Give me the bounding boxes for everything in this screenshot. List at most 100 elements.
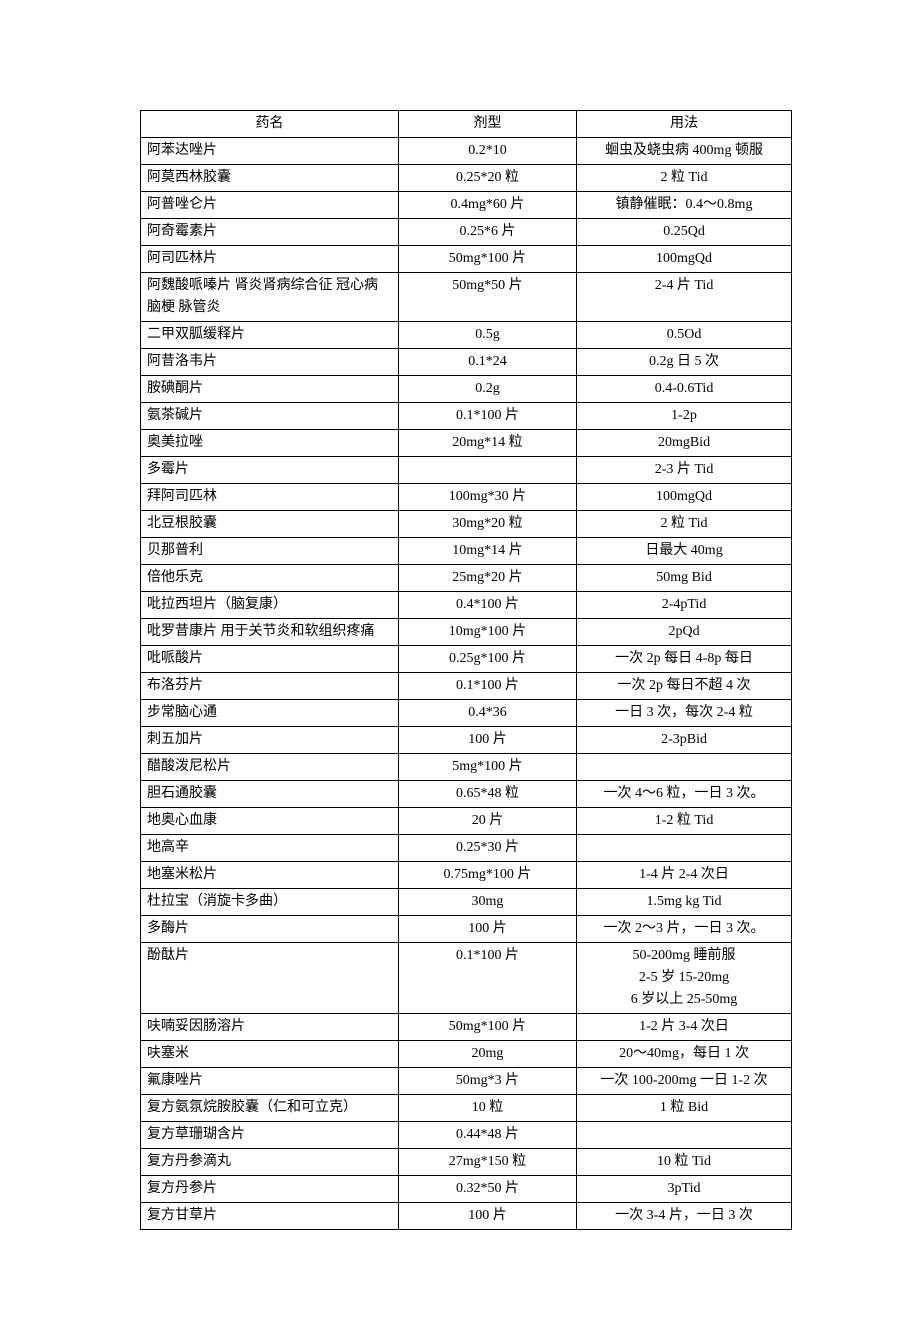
table-row: 杜拉宝（消旋卡多曲）30mg1.5mg kg Tid <box>141 889 792 916</box>
cell-drug-form: 0.44*48 片 <box>398 1122 576 1149</box>
cell-drug-usage <box>577 1122 792 1149</box>
cell-drug-usage: 2 粒 Tid <box>577 511 792 538</box>
cell-drug-form: 0.1*100 片 <box>398 673 576 700</box>
cell-drug-form: 0.4*36 <box>398 700 576 727</box>
table-row: 复方甘草片100 片一次 3-4 片，一日 3 次 <box>141 1203 792 1230</box>
cell-drug-form: 0.1*100 片 <box>398 403 576 430</box>
table-row: 阿苯达唑片0.2*10蛔虫及蛲虫病 400mg 顿服 <box>141 138 792 165</box>
table-row: 阿普唑仑片0.4mg*60 片镇静催眠：0.4～0.8mg <box>141 192 792 219</box>
cell-drug-name: 酚酞片 <box>141 943 399 1014</box>
cell-drug-name: 呋喃妥因肠溶片 <box>141 1014 399 1041</box>
table-row: 刺五加片100 片2-3pBid <box>141 727 792 754</box>
table-row: 醋酸泼尼松片5mg*100 片 <box>141 754 792 781</box>
cell-drug-form: 0.25*30 片 <box>398 835 576 862</box>
cell-drug-name: 复方氨氛烷胺胶囊（仁和可立克） <box>141 1095 399 1122</box>
cell-drug-form: 100mg*30 片 <box>398 484 576 511</box>
cell-drug-form: 0.1*24 <box>398 349 576 376</box>
cell-drug-form: 20mg <box>398 1041 576 1068</box>
header-usage: 用法 <box>577 111 792 138</box>
cell-drug-form: 30mg <box>398 889 576 916</box>
cell-drug-name: 地高辛 <box>141 835 399 862</box>
cell-drug-usage: 2pQd <box>577 619 792 646</box>
cell-drug-form: 0.2g <box>398 376 576 403</box>
cell-drug-usage: 1 粒 Bid <box>577 1095 792 1122</box>
cell-drug-usage: 2 粒 Tid <box>577 165 792 192</box>
cell-drug-name: 多霉片 <box>141 457 399 484</box>
table-row: 阿司匹林片50mg*100 片100mgQd <box>141 246 792 273</box>
cell-drug-form: 30mg*20 粒 <box>398 511 576 538</box>
cell-drug-usage: 镇静催眠：0.4～0.8mg <box>577 192 792 219</box>
cell-drug-name: 刺五加片 <box>141 727 399 754</box>
cell-drug-name: 地奥心血康 <box>141 808 399 835</box>
table-row: 呋塞米20mg20～40mg，每日 1 次 <box>141 1041 792 1068</box>
cell-drug-name: 北豆根胶囊 <box>141 511 399 538</box>
cell-drug-usage: 100mgQd <box>577 246 792 273</box>
cell-drug-name: 氟康唑片 <box>141 1068 399 1095</box>
cell-drug-form: 50mg*100 片 <box>398 1014 576 1041</box>
cell-drug-usage: 2-3pBid <box>577 727 792 754</box>
cell-drug-usage: 20mgBid <box>577 430 792 457</box>
cell-drug-name: 贝那普利 <box>141 538 399 565</box>
table-row: 北豆根胶囊30mg*20 粒2 粒 Tid <box>141 511 792 538</box>
header-name: 药名 <box>141 111 399 138</box>
cell-drug-name: 倍他乐克 <box>141 565 399 592</box>
cell-drug-name: 胺碘酮片 <box>141 376 399 403</box>
cell-drug-usage: 50mg Bid <box>577 565 792 592</box>
cell-drug-name: 复方丹参滴丸 <box>141 1149 399 1176</box>
cell-drug-name: 阿昔洛韦片 <box>141 349 399 376</box>
table-row: 阿昔洛韦片0.1*240.2g 日 5 次 <box>141 349 792 376</box>
cell-drug-form: 0.25*6 片 <box>398 219 576 246</box>
cell-drug-name: 复方丹参片 <box>141 1176 399 1203</box>
cell-drug-form: 0.2*10 <box>398 138 576 165</box>
table-row: 多霉片2-3 片 Tid <box>141 457 792 484</box>
table-row: 地奥心血康20 片1-2 粒 Tid <box>141 808 792 835</box>
cell-drug-form: 0.25*20 粒 <box>398 165 576 192</box>
cell-drug-form: 50mg*3 片 <box>398 1068 576 1095</box>
table-row: 倍他乐克25mg*20 片50mg Bid <box>141 565 792 592</box>
cell-drug-form: 5mg*100 片 <box>398 754 576 781</box>
cell-drug-usage: 一日 3 次，每次 2-4 粒 <box>577 700 792 727</box>
cell-drug-name: 复方草珊瑚含片 <box>141 1122 399 1149</box>
cell-drug-usage: 一次 2p 每日不超 4 次 <box>577 673 792 700</box>
cell-drug-form: 100 片 <box>398 727 576 754</box>
table-row: 复方丹参片0.32*50 片3pTid <box>141 1176 792 1203</box>
cell-drug-usage <box>577 835 792 862</box>
cell-drug-usage: 一次 3-4 片，一日 3 次 <box>577 1203 792 1230</box>
cell-drug-usage: 0.2g 日 5 次 <box>577 349 792 376</box>
table-row: 多酶片100 片一次 2～3 片，一日 3 次。 <box>141 916 792 943</box>
cell-drug-name: 吡哌酸片 <box>141 646 399 673</box>
table-header-row: 药名 剂型 用法 <box>141 111 792 138</box>
table-row: 吡罗昔康片 用于关节炎和软组织疼痛10mg*100 片2pQd <box>141 619 792 646</box>
cell-drug-form: 0.25g*100 片 <box>398 646 576 673</box>
cell-drug-usage: 一次 2～3 片，一日 3 次。 <box>577 916 792 943</box>
cell-drug-name: 吡罗昔康片 用于关节炎和软组织疼痛 <box>141 619 399 646</box>
table-row: 二甲双胍缓释片0.5g0.5Od <box>141 322 792 349</box>
table-row: 酚酞片0.1*100 片50-200mg 睡前服 2-5 岁 15-20mg 6… <box>141 943 792 1014</box>
cell-drug-usage: 一次 100-200mg 一日 1-2 次 <box>577 1068 792 1095</box>
cell-drug-name: 杜拉宝（消旋卡多曲） <box>141 889 399 916</box>
table-row: 地塞米松片0.75mg*100 片1-4 片 2-4 次日 <box>141 862 792 889</box>
cell-drug-name: 胆石通胶囊 <box>141 781 399 808</box>
cell-drug-name: 布洛芬片 <box>141 673 399 700</box>
cell-drug-form: 10mg*14 片 <box>398 538 576 565</box>
cell-drug-form: 27mg*150 粒 <box>398 1149 576 1176</box>
cell-drug-form: 0.4*100 片 <box>398 592 576 619</box>
cell-drug-name: 醋酸泼尼松片 <box>141 754 399 781</box>
cell-drug-name: 阿奇霉素片 <box>141 219 399 246</box>
cell-drug-form: 25mg*20 片 <box>398 565 576 592</box>
cell-drug-name: 步常脑心通 <box>141 700 399 727</box>
cell-drug-usage: 0.25Qd <box>577 219 792 246</box>
cell-drug-usage: 1-2p <box>577 403 792 430</box>
cell-drug-usage: 蛔虫及蛲虫病 400mg 顿服 <box>577 138 792 165</box>
table-row: 复方氨氛烷胺胶囊（仁和可立克）10 粒1 粒 Bid <box>141 1095 792 1122</box>
cell-drug-usage: 一次 2p 每日 4-8p 每日 <box>577 646 792 673</box>
cell-drug-form: 0.5g <box>398 322 576 349</box>
table-row: 地高辛0.25*30 片 <box>141 835 792 862</box>
cell-drug-usage: 2-4pTid <box>577 592 792 619</box>
cell-drug-usage: 100mgQd <box>577 484 792 511</box>
table-row: 氟康唑片50mg*3 片一次 100-200mg 一日 1-2 次 <box>141 1068 792 1095</box>
cell-drug-name: 阿莫西林胶囊 <box>141 165 399 192</box>
table-row: 布洛芬片0.1*100 片一次 2p 每日不超 4 次 <box>141 673 792 700</box>
cell-drug-form: 0.32*50 片 <box>398 1176 576 1203</box>
cell-drug-form: 10mg*100 片 <box>398 619 576 646</box>
